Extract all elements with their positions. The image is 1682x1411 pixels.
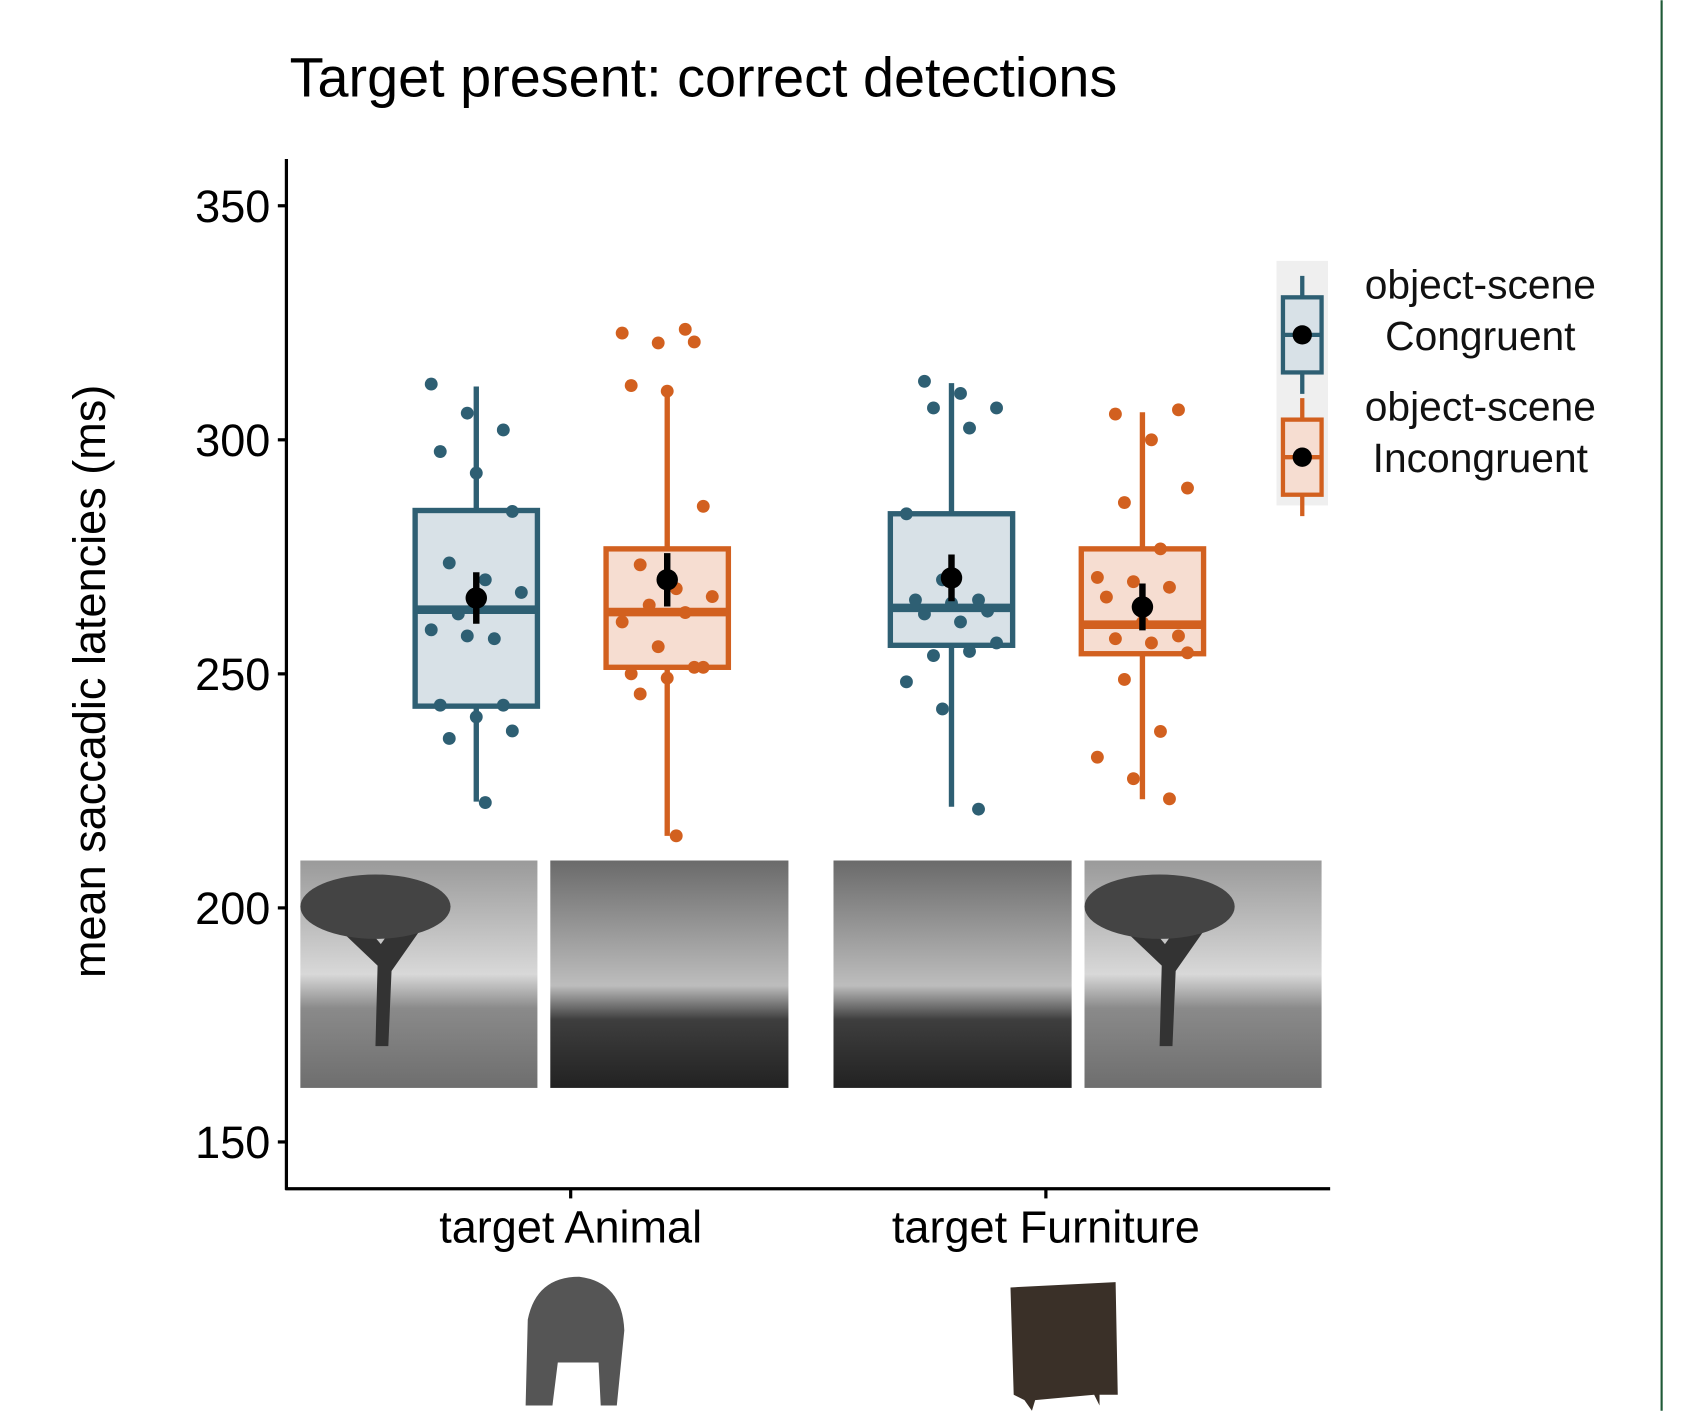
data-point (1127, 575, 1140, 588)
data-point (643, 599, 656, 612)
data-point (1145, 637, 1158, 650)
data-point (1109, 632, 1122, 645)
data-point (1145, 433, 1158, 446)
data-point (927, 649, 940, 662)
data-point (697, 500, 710, 513)
data-point (616, 327, 629, 340)
y-tick-label: 150 (195, 1117, 270, 1168)
data-point (1181, 646, 1194, 659)
scene-images (300, 861, 1321, 1411)
data-point (470, 710, 483, 723)
data-point (1118, 496, 1131, 509)
data-point (1100, 591, 1113, 604)
data-point (900, 507, 913, 520)
data-point (452, 608, 465, 621)
mean-point (1132, 596, 1153, 617)
data-point (963, 422, 976, 435)
data-point (634, 688, 647, 701)
data-point (625, 379, 638, 392)
data-point (515, 586, 528, 599)
data-point (506, 725, 519, 738)
data-point (1181, 482, 1194, 495)
data-point (1163, 792, 1176, 805)
x-tick-label: target Animal (439, 1201, 702, 1252)
data-point (1154, 725, 1167, 738)
data-point (697, 661, 710, 674)
data-point (652, 336, 665, 349)
data-point (1163, 581, 1176, 594)
data-point (506, 505, 519, 518)
data-point (634, 558, 647, 571)
data-point (981, 605, 994, 618)
data-point (443, 732, 456, 745)
data-point (434, 445, 447, 458)
legend-label: object-scene Congruent (1341, 260, 1620, 363)
mean-point (466, 587, 487, 608)
data-point (1109, 408, 1122, 421)
data-point (990, 402, 1003, 415)
data-point (954, 387, 967, 400)
data-point (625, 667, 638, 680)
data-point (1127, 772, 1140, 785)
data-point (963, 645, 976, 658)
data-point (936, 703, 949, 716)
data-point (652, 640, 665, 653)
data-point (470, 467, 483, 480)
data-point (990, 637, 1003, 650)
x-tick-label: target Furniture (892, 1201, 1200, 1252)
data-point (425, 378, 438, 391)
data-point (688, 336, 701, 349)
data-point (670, 829, 683, 842)
data-point (909, 593, 922, 606)
chart-title: Target present: correct detections (290, 47, 1118, 109)
data-point (616, 615, 629, 628)
data-point (1154, 542, 1167, 555)
mean-point (941, 567, 962, 588)
data-point (497, 424, 510, 437)
y-axis-label: mean saccadic latencies (ms) (64, 385, 115, 978)
legend-label: object-scene Incongruent (1341, 382, 1620, 485)
data-point (1118, 673, 1131, 686)
y-tick-label: 350 (195, 181, 270, 232)
data-point (479, 573, 492, 586)
legend-mean (1293, 448, 1312, 467)
mean-point (656, 569, 677, 590)
y-tick-label: 300 (195, 415, 270, 466)
data-point (479, 796, 492, 809)
y-tick-label: 200 (195, 883, 270, 934)
data-point (927, 402, 940, 415)
data-point (900, 675, 913, 688)
data-point (661, 672, 674, 685)
data-point (434, 699, 447, 712)
data-point (443, 556, 456, 569)
legend-label-box: object-scene Incongruent (1341, 382, 1631, 500)
data-point (679, 606, 692, 619)
data-point (679, 323, 692, 336)
data-point (918, 375, 931, 388)
data-point (488, 632, 501, 645)
legend-label-box: object-scene Congruent (1341, 260, 1631, 378)
data-point (972, 803, 985, 816)
data-point (1091, 571, 1104, 584)
chart: Target present: correct detections mean … (0, 0, 1682, 1411)
data-point (1091, 751, 1104, 764)
data-point (706, 590, 719, 603)
legend-mean (1293, 325, 1312, 344)
data-point (461, 407, 474, 420)
data-point (497, 699, 510, 712)
data-point (1172, 403, 1185, 416)
data-point (425, 623, 438, 636)
data-point (954, 615, 967, 628)
data-point (1172, 630, 1185, 643)
data-point (461, 630, 474, 643)
y-tick-label: 250 (195, 649, 270, 700)
data-point (972, 593, 985, 606)
data-point (661, 385, 674, 398)
data-point (918, 608, 931, 621)
